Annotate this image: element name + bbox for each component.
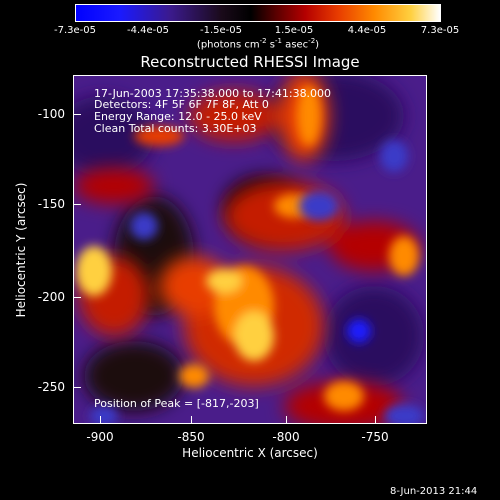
colorbar-unit: (photons cm-2 s-1 asec-2) (196, 37, 320, 51)
y-tick-label: -250 (37, 380, 65, 394)
x-tick-mark (375, 416, 376, 424)
y-tick-mark (73, 387, 81, 388)
annotation-time: 17-Jun-2003 17:35:38.000 to 17:41:38.000 (94, 87, 332, 100)
y-tick-mark (73, 297, 81, 298)
annotation-clean: Clean Total counts: 3.30E+03 (94, 122, 257, 135)
annotation-peak: Position of Peak = [-817,-203] (94, 397, 259, 410)
colorbar-tick: 7.3e-05 (420, 25, 460, 36)
y-tick-label: -200 (37, 290, 65, 304)
x-tick-label: -750 (361, 430, 389, 444)
y-axis-label: Heliocentric Y (arcsec) (14, 182, 28, 318)
x-tick-mark (286, 416, 287, 424)
x-tick-mark (191, 416, 192, 424)
plot-title: Reconstructed RHESSI Image (140, 53, 360, 71)
x-tick-label: -850 (177, 430, 205, 444)
x-tick-label: -900 (86, 430, 114, 444)
colorbar-tick: 4.4e-05 (347, 25, 387, 36)
colorbar (75, 4, 441, 22)
colorbar-tick: -4.4e-05 (127, 25, 169, 36)
date-stamp: 8-Jun-2013 21:44 (390, 486, 478, 497)
x-axis-label: Heliocentric X (arcsec) (182, 446, 318, 460)
x-tick-mark (100, 416, 101, 424)
annotation-detectors: Detectors: 4F 5F 6F 7F 8F, Att 0 (94, 98, 269, 111)
annotation-energy: Energy Range: 12.0 - 25.0 keV (94, 110, 262, 123)
colorbar-tick: 1.5e-05 (274, 25, 314, 36)
image-canvas (74, 76, 426, 423)
y-tick-label: -150 (37, 197, 65, 211)
y-tick-mark (73, 204, 81, 205)
rhessi-image (73, 75, 427, 424)
colorbar-tick: -7.3e-05 (54, 25, 96, 36)
y-tick-label: -100 (37, 107, 65, 121)
x-tick-label: -800 (272, 430, 300, 444)
colorbar-tick: -1.5e-05 (200, 25, 242, 36)
y-tick-mark (73, 114, 81, 115)
